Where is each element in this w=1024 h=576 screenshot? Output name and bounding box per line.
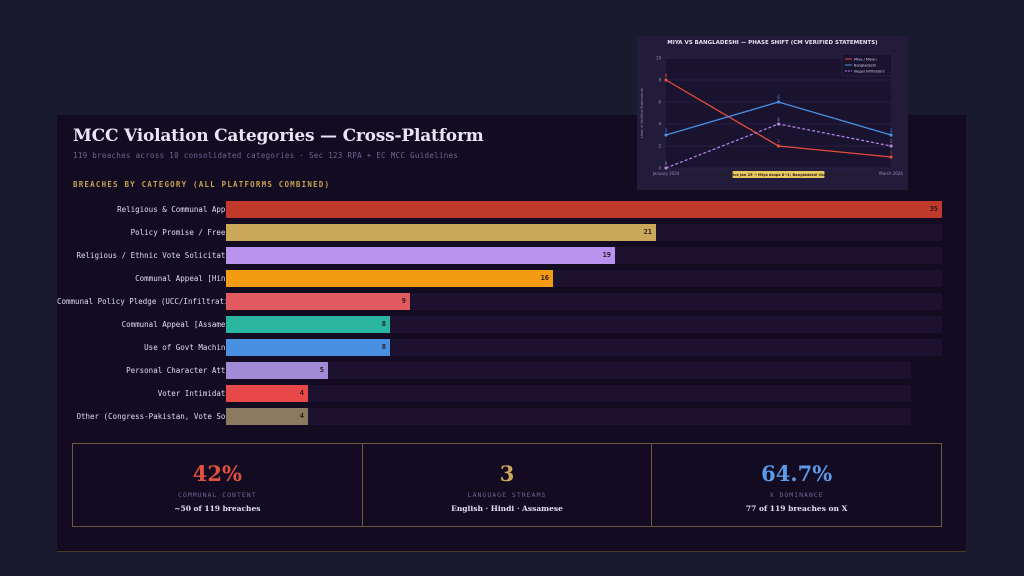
bar-label: Policy Promise / Freebie — [130, 228, 239, 237]
stat-value: 64.7% — [761, 461, 833, 486]
bar-value-label: 4 — [299, 389, 304, 397]
bar-label: Religious / Ethnic Vote Solicitation — [76, 251, 239, 260]
x-tick-label: March 2024 — [879, 171, 903, 176]
y-tick-label: 6 — [658, 100, 661, 105]
bar — [226, 293, 410, 310]
panel-title: MCC Violation Categories — Cross-Platfor… — [73, 126, 484, 146]
legend-label: Bangladeshi — [854, 64, 876, 68]
data-label: 4 — [777, 117, 780, 122]
bar — [226, 316, 390, 333]
stat-value: 3 — [499, 461, 515, 486]
stat-detail: English · Hindi · Assamese — [451, 504, 563, 513]
x-tick-label: January 2024 — [652, 171, 680, 176]
line-chart-title: MIYA VS BANGLADESHI — PHASE SHIFT (CM VE… — [667, 40, 878, 46]
bar — [226, 201, 942, 218]
data-point — [664, 166, 668, 170]
data-label: 3 — [665, 128, 668, 133]
y-tick-label: 10 — [656, 56, 662, 61]
plot-area — [666, 58, 891, 168]
data-label: 8 — [665, 73, 668, 78]
bar-track — [226, 339, 942, 356]
data-point — [776, 122, 781, 126]
y-axis-label: Uses in Verified Statements — [640, 88, 644, 138]
y-tick-label: 8 — [658, 78, 661, 83]
data-point — [889, 155, 893, 159]
bar — [226, 224, 656, 241]
bar-label: Other (Congress-Pakistan, Vote Sol.) — [76, 412, 239, 421]
bar-value-label: 8 — [381, 343, 386, 351]
data-point — [889, 144, 893, 148]
data-label: 0 — [665, 161, 668, 166]
stats-row: 42% COMMUNAL CONTENT ~50 of 119 breaches… — [72, 443, 942, 527]
data-point — [664, 133, 668, 137]
bar-row: Voter Intimidation 4 — [57, 385, 966, 402]
stat-label: LANGUAGE STREAMS — [467, 491, 547, 499]
bar-row: Religious & Communal Appeal 35 — [57, 201, 966, 218]
bar-value-label: 35 — [929, 205, 938, 213]
bar — [226, 362, 328, 379]
annotation-box — [732, 171, 825, 178]
bar-value-label: 19 — [602, 251, 611, 259]
data-label: 2 — [890, 139, 893, 144]
bar-row: Use of Govt Machinery 8 — [57, 339, 966, 356]
y-tick-label: 4 — [658, 122, 661, 127]
annotation-text: HC notice Jan 25 → Miya drops 8→1; Bangl… — [719, 173, 838, 177]
stat-languages: 3 LANGUAGE STREAMS English · Hindi · Ass… — [363, 444, 653, 526]
legend-label: Miya / Miyan — [854, 58, 877, 62]
bar-value-label: 9 — [401, 297, 406, 305]
data-label: 1 — [890, 150, 893, 155]
stat-detail: 77 of 119 breaches on X — [745, 504, 848, 513]
stat-label: X DOMINANCE — [769, 491, 824, 499]
stat-value: 42% — [192, 461, 242, 486]
stat-label: COMMUNAL CONTENT — [178, 491, 257, 499]
bar-value-label: 4 — [299, 412, 304, 420]
bar-label: Communal Appeal [Hindi] — [135, 274, 239, 283]
bar-label: Communal Policy Pledge (UCC/Infiltration… — [57, 297, 243, 306]
bar-row: Other (Congress-Pakistan, Vote Sol.) 4 — [57, 408, 966, 425]
stat-detail: ~50 of 119 breaches — [174, 504, 261, 513]
bar — [226, 339, 390, 356]
panel-subtitle: 119 breaches across 10 consolidated cate… — [73, 151, 459, 160]
bar-value-label: 16 — [540, 274, 549, 282]
bar-value-label: 21 — [643, 228, 652, 236]
data-point — [776, 100, 781, 104]
data-point — [889, 133, 893, 137]
bar-value-label: 8 — [381, 320, 386, 328]
bar-row: Religious / Ethnic Vote Solicitation 19 — [57, 247, 966, 264]
data-label: 2 — [777, 139, 780, 144]
bar-value-label: 5 — [319, 366, 324, 374]
bar-label: Communal Appeal [Assamese] — [121, 320, 239, 329]
bar-label: Voter Intimidation — [157, 389, 239, 398]
bar-row: Communal Policy Pledge (UCC/Infiltration… — [57, 293, 966, 310]
bar-track — [226, 385, 911, 402]
bar-track — [226, 362, 911, 379]
bar-row: Communal Appeal [Assamese] 8 — [57, 316, 966, 333]
bar-chart-title: BREACHES BY CATEGORY (ALL PLATFORMS COMB… — [73, 180, 331, 189]
data-label: 6 — [777, 95, 780, 100]
y-tick-label: 2 — [658, 144, 661, 149]
legend-label: Illegal Infiltrators — [854, 70, 885, 74]
y-tick-label: 0 — [658, 166, 661, 171]
data-point — [776, 144, 781, 148]
bar — [226, 408, 308, 425]
bar-label: Religious & Communal Appeal — [117, 205, 239, 214]
bar-row: Communal Appeal [Hindi] 16 — [57, 270, 966, 287]
phase-shift-chart: MIYA VS BANGLADESHI — PHASE SHIFT (CM VE… — [637, 36, 908, 190]
bar-track — [226, 316, 942, 333]
bar-label: Use of Govt Machinery — [144, 343, 239, 352]
stat-communal: 42% COMMUNAL CONTENT ~50 of 119 breaches — [73, 444, 363, 526]
bar — [226, 270, 553, 287]
stat-x-dominance: 64.7% X DOMINANCE 77 of 119 breaches on … — [652, 444, 941, 526]
bar-row: Personal Character Attack 5 — [57, 362, 966, 379]
bar-row: Policy Promise / Freebie 21 — [57, 224, 966, 241]
legend-box — [841, 53, 893, 77]
data-point — [664, 78, 668, 82]
bar-label: Personal Character Attack — [126, 366, 239, 375]
bar-track — [226, 408, 911, 425]
bar — [226, 385, 308, 402]
data-label: 3 — [890, 128, 893, 133]
bar — [226, 247, 615, 264]
